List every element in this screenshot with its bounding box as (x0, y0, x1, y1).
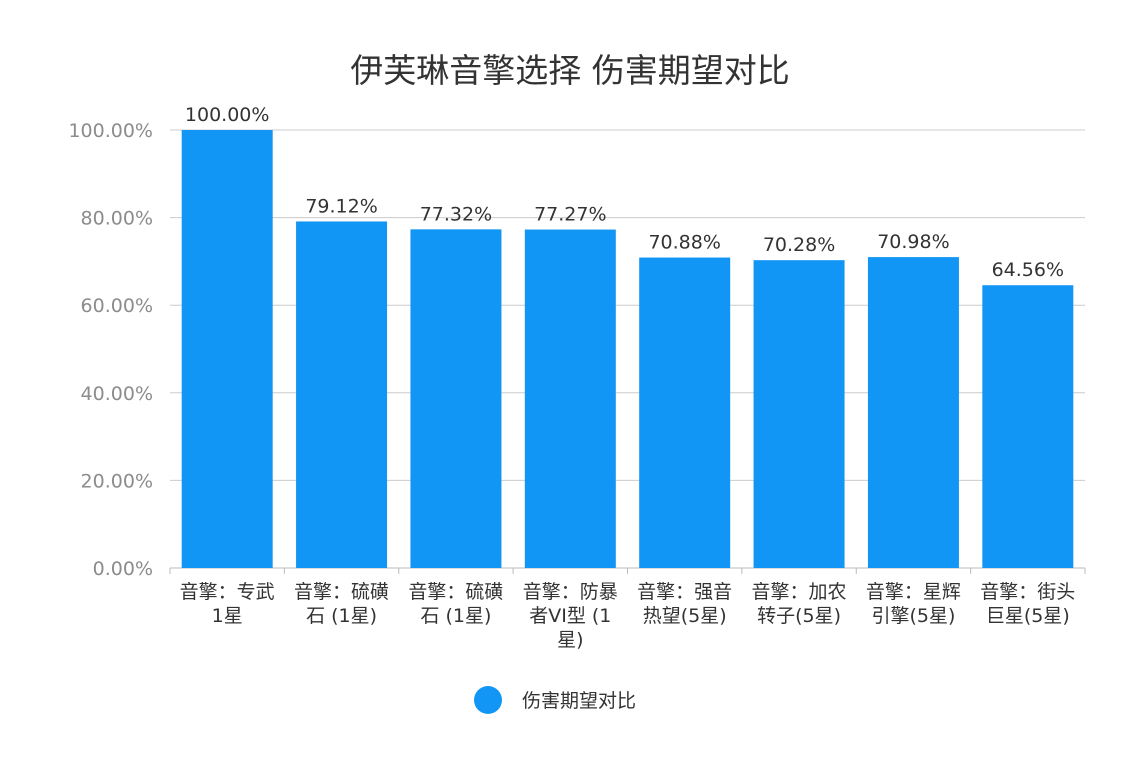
data-label: 64.56% (992, 259, 1064, 281)
y-tick-label: 20.00% (81, 470, 153, 492)
data-label: 77.32% (420, 203, 492, 225)
legend-marker-icon (474, 686, 502, 714)
y-axis: 0.00% 20.00% 40.00% 60.00% 80.00% 100.00% (68, 120, 153, 580)
bar[interactable] (982, 285, 1074, 568)
bar-layer (181, 130, 1074, 569)
y-tick-label: 80.00% (81, 208, 153, 230)
bar[interactable] (524, 229, 616, 568)
x-tick-label: 音擎：专武 1星 (180, 581, 275, 627)
bar[interactable] (410, 229, 502, 569)
data-label: 70.28% (763, 234, 835, 256)
bar[interactable] (639, 257, 731, 568)
bar[interactable] (867, 257, 959, 568)
y-tick-label: 40.00% (81, 383, 153, 405)
y-tick-label: 0.00% (93, 558, 153, 580)
data-label: 70.88% (648, 232, 720, 254)
chart-title: 伊芙琳音擎选择 伤害期望对比 (350, 51, 790, 90)
legend-label: 伤害期望对比 (522, 690, 636, 712)
x-tick-label: 音擎：防暴者VI型 (1 星) (523, 581, 618, 651)
x-tick-label: 音擎：加农转子(5星) (752, 581, 847, 627)
y-tick-label: 60.00% (81, 295, 153, 317)
x-tick-label: 音擎：强音热望(5星) (637, 581, 732, 627)
bar[interactable] (181, 130, 273, 568)
bar[interactable] (296, 221, 388, 568)
data-label: 100.00% (185, 104, 270, 126)
x-tick-label: 音擎：硫磺石 (1星) (294, 581, 389, 627)
x-tick-label: 音擎：星辉引擎(5星) (866, 581, 961, 627)
x-tick-label: 音擎：硫磺石 (1星) (408, 581, 503, 627)
data-label-layer: 100.00% 79.12% 77.32% 77.27% 70.88% 70.28% 70.… (185, 104, 1064, 281)
data-label: 77.27% (534, 204, 606, 226)
y-tick-label: 100.00% (68, 120, 153, 142)
data-label: 79.12% (305, 195, 377, 217)
bar[interactable] (753, 260, 845, 568)
data-label: 70.98% (877, 231, 949, 253)
legend[interactable]: 伤害期望对比 (474, 686, 636, 714)
x-tick-label: 音擎：街头巨星(5星) (980, 581, 1075, 627)
